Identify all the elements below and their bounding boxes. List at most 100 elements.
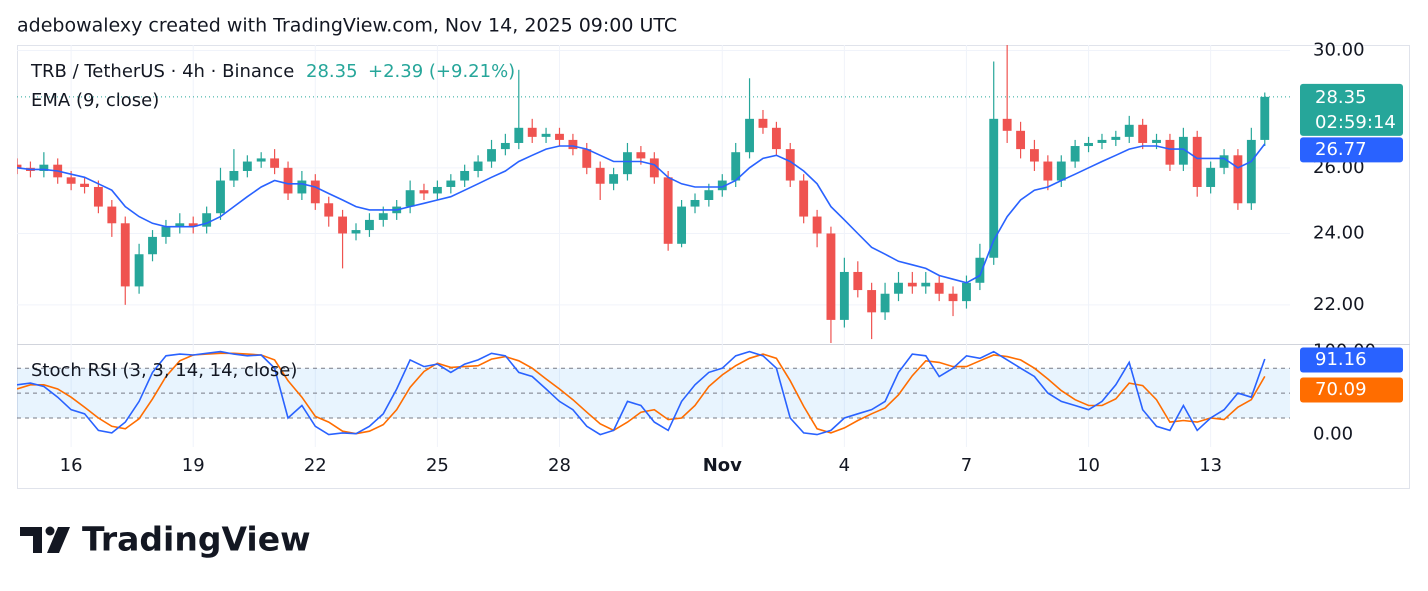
candle-body [1233,155,1243,204]
candle-body [107,206,117,224]
candle-body [555,133,564,140]
candle-body [1178,136,1188,165]
price-label-text: 02:59:14 [1315,112,1396,133]
candle-body [310,180,320,204]
x-tick-label: 7 [961,455,972,476]
y-tick-label: 30.00 [1313,39,1365,60]
candle-body [595,167,605,184]
watermark: adebowalexy created with TradingView.com… [17,15,677,37]
candle-body [1029,149,1039,162]
stoch-pane [17,350,1290,436]
candle-body [758,118,768,128]
candle-body [717,180,727,191]
candle-body [989,118,999,258]
candle-body [378,213,388,220]
candle-body [1206,167,1216,187]
candle-body [745,118,754,153]
logo-icon [20,527,42,553]
candle-body [419,190,429,194]
candle-body [663,177,673,244]
candle-body [839,271,849,320]
candle-body [432,186,442,194]
candle-body [1002,118,1012,131]
ema-legend: EMA (9, close) [31,90,159,111]
logo-text: TradingView [82,520,311,559]
candle-body [1043,161,1053,181]
x-tick-label: Nov [703,455,742,476]
candle-body [148,236,157,255]
candle-body [636,152,646,159]
candle-body [188,223,198,227]
ema-line [17,143,1266,284]
chart-frame [17,45,1410,489]
candle-body [527,127,537,137]
candle-body [934,282,944,294]
candle-body [1246,139,1256,204]
candle-body [17,164,22,168]
candle-body [1192,136,1202,187]
candle-body [1138,124,1148,143]
candle-body [623,152,632,175]
stoch-k-label [1300,347,1403,373]
legend: TRB / TetherUS · 4h · Binance 28.35 +2.3… [30,61,515,381]
candle-body [826,233,836,320]
candle-body [229,170,239,181]
stoch-legend: Stoch RSI (3, 3, 14, 14, close) [31,360,297,381]
x-tick-label: 10 [1077,455,1100,476]
stoch-line [17,350,1266,436]
candle-body [351,230,361,234]
candle-body [39,164,49,171]
x-tick-label: 19 [182,455,205,476]
candle-body [1070,146,1080,162]
logo-icon [47,527,70,553]
y-tick-label: 22.00 [1313,294,1365,315]
candle-body [487,149,496,162]
candle-body [460,170,470,181]
stoch-line [17,352,1266,435]
candle-body [948,293,958,302]
candle-body [785,149,795,181]
candle-body [894,282,903,294]
price-pane [17,45,1290,343]
candle-body [609,174,619,184]
candle-body [1111,136,1121,140]
candle-body [175,223,185,227]
ema-label [1300,137,1403,163]
candle-body [134,254,144,287]
candle-body [704,190,714,200]
candle-body [1084,142,1093,147]
candle-body [812,216,822,234]
candle-body [161,226,171,237]
candle-body [1219,155,1229,168]
candle-body [921,282,931,287]
candle-body [93,186,103,207]
candle-body [1097,139,1107,143]
candle-body [568,139,578,150]
candle-body [799,180,809,217]
candle-body [975,257,985,283]
x-tick-label: 13 [1199,455,1222,476]
candle-body [867,290,877,313]
candle-body [297,180,307,194]
candle-body [690,199,700,207]
candle-body [1056,161,1066,181]
candle-body [514,127,524,143]
candle-body [1016,130,1026,150]
last-price-label [1300,83,1403,136]
candle-body [216,180,225,214]
legend-change: +2.39 (+9.21%) [368,61,515,82]
symbol-title: TRB / TetherUS · 4h · Binance [30,61,294,82]
candle-body [256,158,266,162]
x-tick-label: 16 [60,455,83,476]
candle-body [324,203,334,217]
x-tick-label: 4 [839,455,850,476]
price-label-text: 26.77 [1315,139,1367,160]
price-label-text: 91.16 [1315,349,1367,370]
candle-body [120,223,130,287]
candle-body [500,142,510,150]
y-tick-label: 0.00 [1313,424,1353,445]
candle-body [771,127,781,150]
